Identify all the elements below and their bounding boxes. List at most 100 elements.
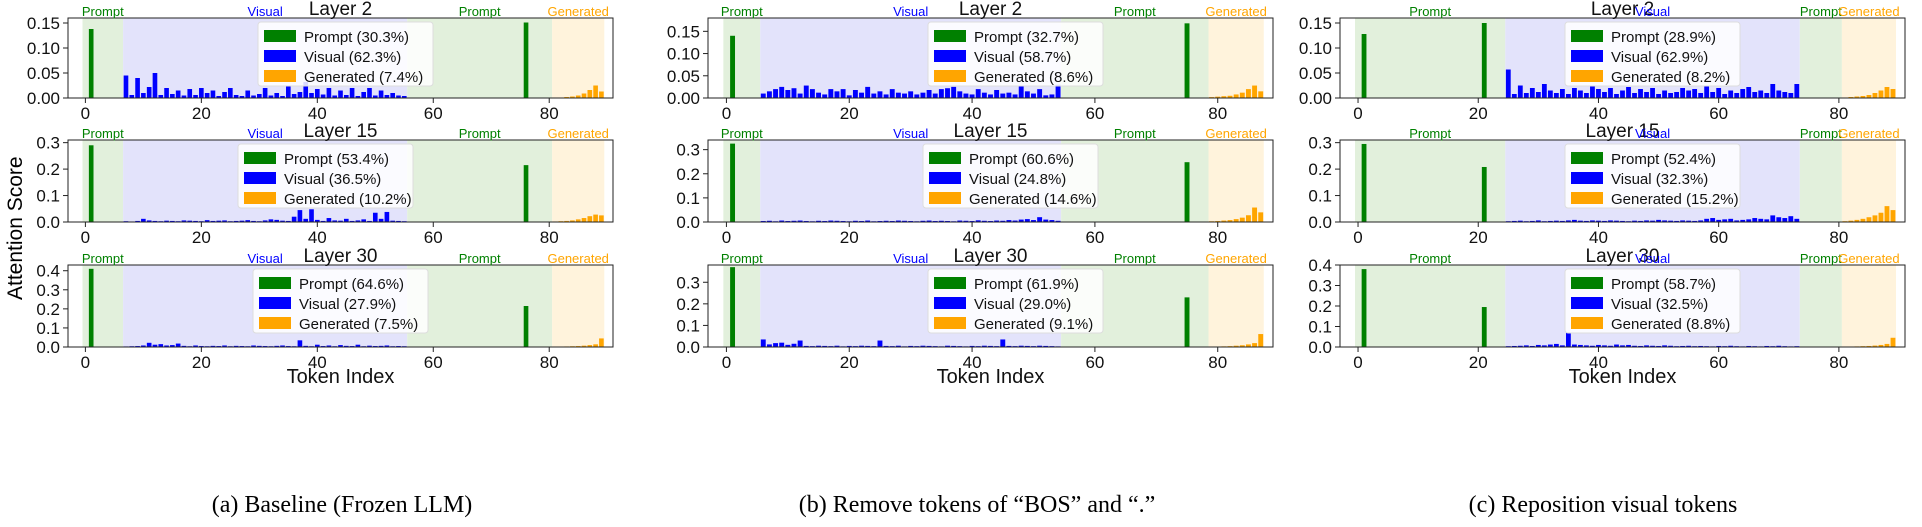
pa-l0-visual-bar — [378, 90, 384, 98]
pa-l2-visual-bar — [384, 345, 390, 347]
pb-l2-visual-bar — [760, 339, 766, 347]
pb-l1-generated-bar — [1233, 219, 1239, 222]
pc-l2-visual-bar — [1626, 344, 1631, 347]
pb-l1-visual-bar — [865, 220, 871, 222]
pa-l1-xtick-label: 60 — [424, 228, 443, 247]
pa-l2-region-label-prompt2: Prompt — [459, 251, 501, 266]
pa-l2-xtick-label: 0 — [81, 353, 90, 372]
pa-l0-visual-bar — [187, 89, 193, 98]
pc-l0-visual-bar — [1692, 89, 1698, 98]
pb-l0-visual-bar — [779, 86, 785, 98]
pb-l2-legend-label: Prompt (61.9%) — [974, 276, 1079, 293]
pb-l0-visual-bar — [852, 90, 858, 98]
pa-l0-visual-bar — [390, 93, 395, 98]
pa-l1-region-label-prompt2: Prompt — [459, 126, 501, 141]
pb-l2-xtick-label: 60 — [1085, 353, 1104, 372]
pb-l1-region-label-prompt2: Prompt — [1114, 126, 1156, 141]
pa-l1-legend-label: Generated (10.2%) — [284, 191, 412, 208]
pa-l0-visual-bar — [274, 93, 280, 98]
pb-l1-ytick-label: 0.2 — [676, 165, 700, 184]
pa-l0-legend-label: Prompt (30.3%) — [304, 29, 409, 46]
pc-l0-visual-bar — [1608, 88, 1613, 98]
pc-l2-visual-bar — [1584, 345, 1589, 347]
pa-l1-visual-bar — [233, 220, 239, 222]
pa-l0-region-generated — [552, 18, 605, 98]
pc-l2-visual-bar — [1535, 344, 1541, 347]
pa-l1-prompt-bar — [523, 165, 529, 222]
pa-l1-visual-bar — [343, 218, 349, 222]
pa-l0-frame — [67, 17, 614, 99]
pb-l2-visual-bar — [951, 345, 957, 347]
pc-l0-generated-bar — [1878, 90, 1884, 98]
pc-l0-visual-bar — [1638, 89, 1643, 98]
pc-l1-xtick-label: 20 — [1469, 228, 1488, 247]
pb-l2-visual-bar — [834, 345, 840, 347]
pc-l2-xtick-label: 60 — [1709, 353, 1728, 372]
pa-l1-generated-bar — [570, 220, 575, 222]
pa-l1-visual-bar — [390, 220, 395, 222]
pb-l2-generated-bar — [1258, 334, 1264, 347]
pa-l0-legend-label: Generated (7.4%) — [304, 69, 423, 86]
pc-l1-ytick-label: 0.1 — [1308, 187, 1332, 206]
pb-l1-visual-bar — [926, 220, 932, 222]
pa-l1-visual-bar — [164, 220, 169, 222]
pa-l0-xtick-label: 60 — [424, 104, 443, 123]
pb-l2-xtick-label: 80 — [1208, 353, 1227, 372]
pb-l1-legend-label: Visual (24.8%) — [969, 171, 1066, 188]
pc-l0-region-label-prompt1: Prompt — [1409, 4, 1451, 19]
pc-l0-xtick-label: 0 — [1353, 104, 1362, 123]
pa-l2-visual-bar — [303, 345, 309, 347]
pc-l2-visual-bar — [1541, 345, 1547, 347]
pb-l0-xtick-label: 60 — [1085, 104, 1104, 123]
pb-l1-generated-bar — [1239, 217, 1245, 222]
pc-l0-visual-bar — [1710, 92, 1716, 98]
pc-l2-region-generated — [1841, 265, 1896, 347]
pb-l0-visual-bar — [828, 89, 834, 98]
pc-l1-legend-swatch — [1571, 172, 1603, 184]
pc-l0-region-label-visual: Visual — [1635, 4, 1670, 19]
pc-l0-visual-bar — [1656, 94, 1661, 98]
pc-l1-title: Layer 15 — [1586, 121, 1660, 142]
pa-l0-visual-bar — [222, 92, 227, 98]
pb-l1-visual-bar — [834, 220, 840, 222]
pb-l0-visual-bar — [926, 90, 932, 98]
pa-l0-generated-bar — [575, 95, 581, 98]
pa-l0-visual-bar — [361, 92, 367, 98]
pc-l1-visual-bar — [1644, 220, 1649, 222]
caption-b: (b) Remove tokens of “BOS” and “.” — [798, 492, 1156, 518]
pc-l0-visual-bar — [1632, 93, 1637, 98]
pc-l2-xtick-label: 20 — [1469, 353, 1488, 372]
pb-l0-generated-bar — [1227, 95, 1233, 98]
pc-l2-visual-bar — [1614, 344, 1619, 347]
pb-l1-visual-bar — [828, 220, 834, 222]
pc-l0-prompt-bar — [1481, 23, 1487, 98]
pa-l1-generated-bar — [599, 215, 604, 222]
pb-l0-title: Layer 2 — [959, 0, 1022, 20]
pb-l1-visual-bar — [797, 220, 803, 222]
pc-l1-visual-bar — [1782, 218, 1788, 222]
pc-l2-visual-bar — [1764, 345, 1770, 347]
pa-l2-visual-bar — [367, 345, 372, 347]
pb-l2-visual-bar — [1024, 345, 1030, 347]
pc-l0-ytick-label: 0.00 — [1299, 89, 1332, 108]
pc-l0-visual-bar — [1517, 85, 1523, 98]
pa-l1-visual-bar — [396, 220, 401, 222]
pa-l0-visual-bar — [146, 87, 152, 98]
pb-l2-region-label-generated: Generated — [1205, 251, 1266, 266]
pb-l1-legend-swatch — [929, 152, 961, 164]
pb-l2-region-label-prompt2: Prompt — [1114, 251, 1156, 266]
pb-l1-generated-bar — [1221, 220, 1227, 222]
pb-l0-visual-bar — [1006, 92, 1012, 98]
pb-l0-legend-swatch — [934, 70, 966, 82]
pa-l2-visual-bar — [257, 345, 262, 347]
pc-l1-visual-bar — [1559, 220, 1565, 222]
pc-l0-visual-bar — [1596, 89, 1601, 98]
pb-l0-generated-bar — [1245, 89, 1251, 98]
pb-l1-xtick-label: 40 — [963, 228, 982, 247]
pc-l2-legend-swatch — [1571, 297, 1603, 309]
pb-l2-xtick-label: 20 — [840, 353, 859, 372]
pb-l0-visual-bar — [1055, 84, 1061, 98]
pa-l0-visual-bar — [326, 88, 332, 98]
pc-l2-visual-bar — [1668, 345, 1673, 347]
pb-l0-visual-bar — [834, 91, 840, 98]
